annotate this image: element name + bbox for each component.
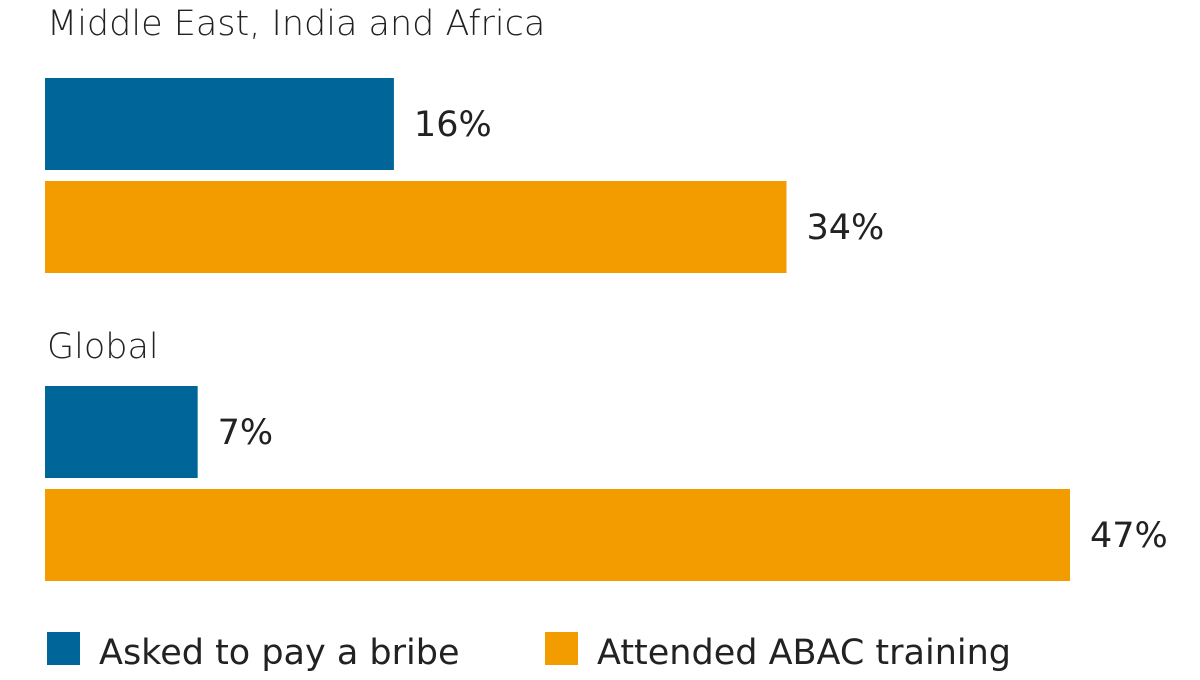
bar-asked-to-pay-a-bribe-middle-east-india-and-africa	[45, 78, 394, 170]
value-label-attended-abac-training-global: 47%	[1090, 516, 1168, 556]
value-label-asked-to-pay-a-bribe-middle-east-india-and-africa: 16%	[414, 105, 492, 145]
legend-label-asked-to-pay-a-bribe: Asked to pay a bribe	[99, 633, 460, 673]
value-label-asked-to-pay-a-bribe-global: 7%	[218, 413, 274, 453]
group-label-middle-east-india-and-africa: Middle East, India and Africa	[47, 4, 545, 44]
bar-asked-to-pay-a-bribe-global	[45, 386, 198, 478]
bar-attended-abac-training-global	[45, 489, 1070, 581]
legend-swatch-attended-abac-training	[545, 632, 578, 665]
legend-label-attended-abac-training: Attended ABAC training	[597, 633, 1011, 673]
bar-attended-abac-training-middle-east-india-and-africa	[45, 181, 787, 273]
value-label-attended-abac-training-middle-east-india-and-africa: 34%	[806, 208, 884, 248]
legend-swatch-asked-to-pay-a-bribe	[47, 632, 80, 665]
group-label-global: Global	[47, 327, 159, 367]
